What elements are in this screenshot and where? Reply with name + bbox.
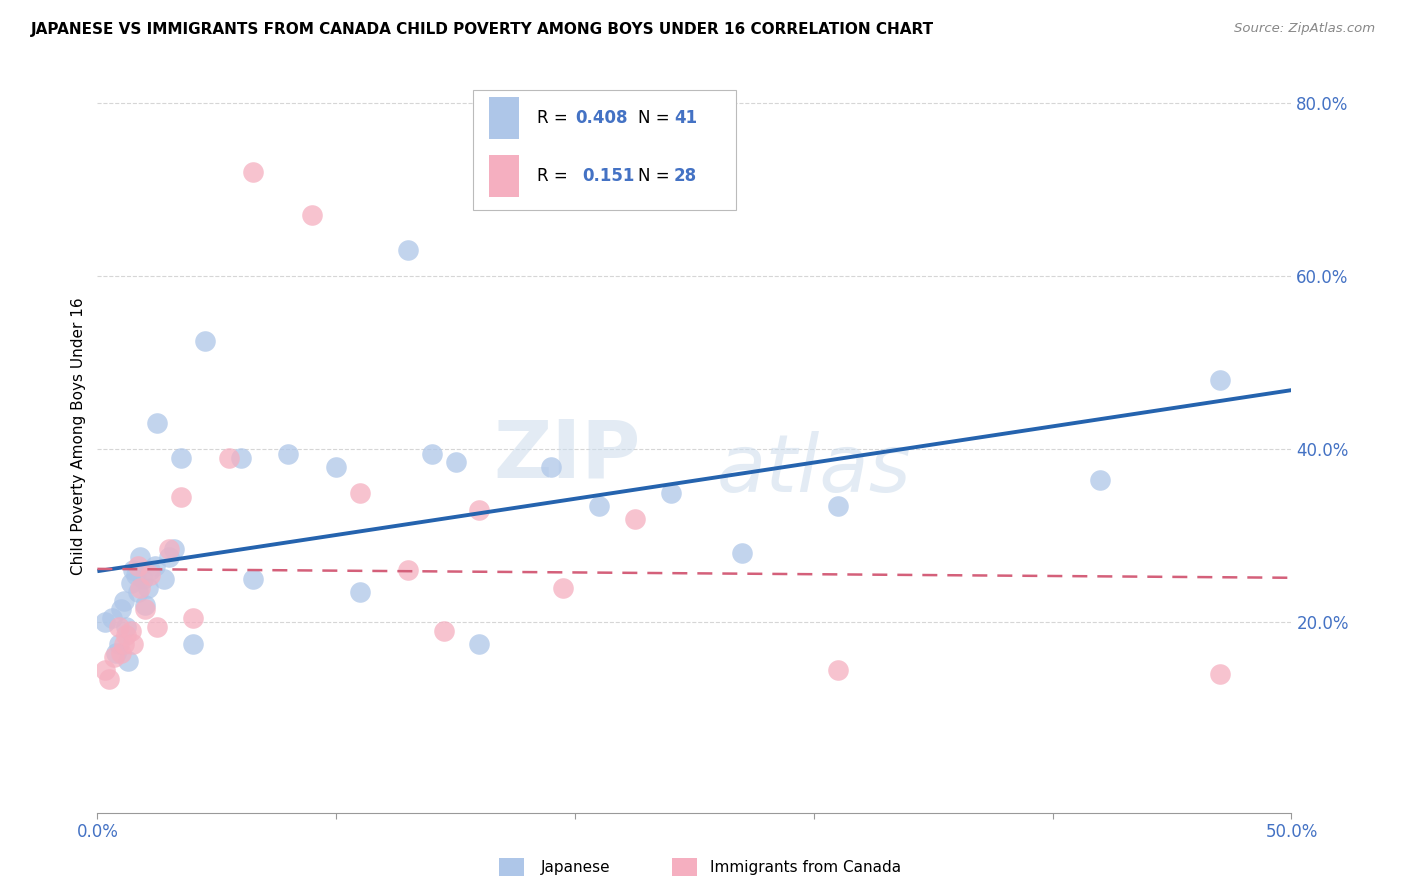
Text: 41: 41 [673, 109, 697, 127]
Point [146, 620, 169, 634]
Point [139, 564, 162, 578]
Point [433, 624, 456, 638]
Point [134, 598, 156, 612]
Point [588, 499, 610, 513]
Text: 0.151: 0.151 [582, 167, 634, 185]
Point [124, 567, 146, 582]
Text: Japanese: Japanese [541, 860, 612, 874]
Point [93, 663, 115, 677]
Point [444, 455, 467, 469]
Point [103, 650, 125, 665]
Point [110, 646, 132, 660]
Point [136, 581, 159, 595]
Point [120, 576, 142, 591]
Point [540, 459, 562, 474]
Text: ZIP: ZIP [494, 416, 641, 494]
Point [100, 611, 122, 625]
Point [396, 564, 419, 578]
Point [112, 594, 135, 608]
Point [194, 334, 217, 348]
Point [229, 450, 252, 465]
Point [396, 243, 419, 257]
Point [827, 499, 849, 513]
Point [127, 559, 149, 574]
FancyBboxPatch shape [474, 90, 737, 211]
Point [127, 585, 149, 599]
Point [218, 450, 240, 465]
Y-axis label: Child Poverty Among Boys Under 16: Child Poverty Among Boys Under 16 [72, 297, 86, 575]
Point [108, 637, 131, 651]
Text: 28: 28 [673, 167, 697, 185]
Point [132, 572, 155, 586]
Point [1209, 667, 1232, 681]
Point [146, 417, 169, 431]
Point [623, 511, 645, 525]
Point [108, 620, 131, 634]
Text: R =: R = [537, 167, 578, 185]
Point [659, 485, 682, 500]
Point [105, 646, 128, 660]
Point [551, 581, 574, 595]
Text: N =: N = [638, 167, 675, 185]
Point [153, 572, 176, 586]
Point [420, 446, 443, 460]
Point [98, 672, 121, 686]
Text: Immigrants from Canada: Immigrants from Canada [710, 860, 901, 874]
Point [139, 567, 162, 582]
Point [1209, 373, 1232, 387]
Point [349, 585, 371, 599]
Text: JAPANESE VS IMMIGRANTS FROM CANADA CHILD POVERTY AMONG BOYS UNDER 16 CORRELATION: JAPANESE VS IMMIGRANTS FROM CANADA CHILD… [31, 22, 934, 37]
Point [110, 602, 132, 616]
Point [301, 209, 323, 223]
Point [143, 559, 166, 574]
Point [120, 624, 142, 638]
Point [242, 572, 264, 586]
Point [163, 541, 186, 556]
Point [325, 459, 347, 474]
Point [115, 620, 138, 634]
Point [117, 654, 139, 668]
FancyBboxPatch shape [489, 155, 519, 197]
Point [468, 637, 491, 651]
Point [731, 546, 754, 560]
Point [157, 550, 180, 565]
Text: Source: ZipAtlas.com: Source: ZipAtlas.com [1234, 22, 1375, 36]
Text: 0.408: 0.408 [575, 109, 627, 127]
Point [170, 490, 193, 504]
Point [349, 485, 371, 500]
Point [827, 663, 849, 677]
Point [112, 637, 135, 651]
Point [122, 637, 145, 651]
Point [181, 611, 204, 625]
Point [242, 165, 264, 179]
Point [157, 541, 180, 556]
Point [122, 564, 145, 578]
Text: atlas: atlas [717, 431, 911, 509]
Point [181, 637, 204, 651]
Point [129, 581, 152, 595]
Text: R =: R = [537, 109, 572, 127]
Point [1090, 473, 1112, 487]
Text: N =: N = [638, 109, 675, 127]
FancyBboxPatch shape [489, 97, 519, 138]
Point [129, 550, 152, 565]
Point [93, 615, 115, 630]
Point [468, 503, 491, 517]
Point [170, 450, 193, 465]
Point [277, 446, 299, 460]
Point [134, 602, 156, 616]
Point [115, 628, 138, 642]
